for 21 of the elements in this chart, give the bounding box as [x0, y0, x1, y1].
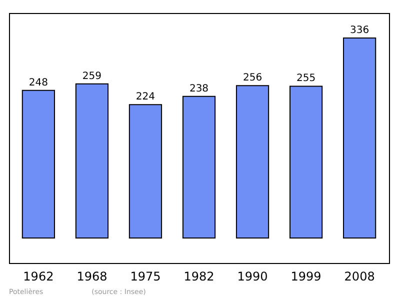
data-label: 336: [350, 25, 370, 36]
x-tick-label: 1975: [130, 270, 161, 284]
x-tick-label: 1990: [237, 270, 268, 284]
x-tick-label: 1999: [290, 270, 322, 284]
data-label: 248: [28, 77, 48, 88]
data-label: 255: [296, 73, 316, 84]
bar: [343, 38, 376, 238]
data-label: 238: [189, 83, 209, 94]
data-label: 256: [242, 72, 262, 84]
bar: [182, 96, 216, 238]
data-label: 259: [82, 70, 102, 82]
x-tick-label: 2008: [344, 270, 375, 284]
bar: [75, 83, 109, 238]
x-tick-label: 1962: [23, 270, 54, 284]
bar: [128, 104, 162, 238]
bar: [22, 90, 55, 238]
bar: [289, 86, 323, 238]
data-label: 224: [136, 92, 156, 103]
x-tick-label: 1982: [184, 270, 214, 284]
x-tick-label: 1968: [76, 270, 108, 284]
bar: [236, 85, 270, 238]
